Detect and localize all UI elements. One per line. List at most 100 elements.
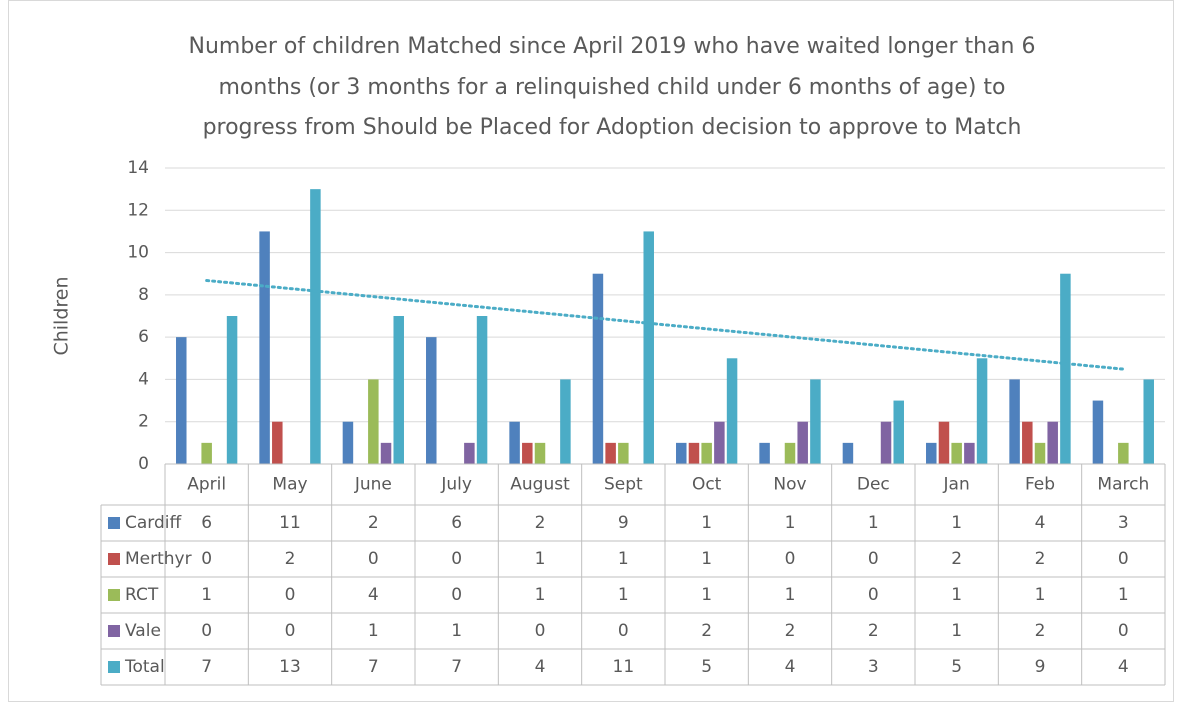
legend-key bbox=[108, 553, 120, 565]
table-value: 0 bbox=[535, 621, 546, 641]
bar bbox=[476, 316, 488, 464]
table-value: 1 bbox=[701, 549, 712, 569]
table-value: 1 bbox=[1035, 585, 1046, 605]
table-value: 0 bbox=[368, 549, 379, 569]
table-value: 9 bbox=[618, 513, 629, 533]
table-value: 13 bbox=[279, 657, 301, 677]
legend-label: RCT bbox=[125, 585, 159, 605]
bar bbox=[880, 421, 892, 464]
bar bbox=[842, 442, 854, 464]
table-value: 3 bbox=[868, 657, 879, 677]
table-value: 2 bbox=[951, 549, 962, 569]
table-value: 1 bbox=[1118, 585, 1129, 605]
table-value: 4 bbox=[1118, 657, 1129, 677]
table-value: 0 bbox=[868, 549, 879, 569]
table-value: 3 bbox=[1118, 513, 1129, 533]
chart-title: months (or 3 months for a relinquished c… bbox=[218, 75, 1005, 100]
legend-label: Total bbox=[124, 657, 165, 677]
bar bbox=[226, 316, 238, 464]
bar bbox=[926, 442, 937, 464]
table-value: 1 bbox=[951, 513, 962, 533]
table-value: 0 bbox=[451, 585, 462, 605]
bar bbox=[1034, 442, 1046, 464]
bar bbox=[1009, 379, 1020, 464]
bar bbox=[522, 442, 533, 464]
table-value: 4 bbox=[785, 657, 796, 677]
table-value: 0 bbox=[285, 621, 296, 641]
bar bbox=[938, 421, 950, 464]
table-value: 2 bbox=[368, 513, 379, 533]
table-value: 0 bbox=[201, 549, 212, 569]
legend-label: Vale bbox=[125, 621, 161, 641]
x-tick-label: Dec bbox=[857, 475, 890, 495]
bar bbox=[464, 442, 475, 464]
y-axis-label: Children bbox=[51, 276, 73, 355]
bar bbox=[176, 337, 187, 464]
table-value: 2 bbox=[1035, 621, 1046, 641]
legend-label: Cardiff bbox=[125, 513, 182, 533]
table-value: 1 bbox=[618, 549, 629, 569]
legend-key bbox=[108, 661, 120, 673]
table-value: 5 bbox=[951, 657, 962, 677]
bar bbox=[342, 421, 354, 464]
bar bbox=[784, 442, 796, 464]
bar bbox=[592, 273, 604, 464]
legend-label: Merthyr bbox=[125, 549, 192, 569]
table-value: 0 bbox=[868, 585, 879, 605]
table-value: 9 bbox=[1035, 657, 1046, 677]
x-tick-label: Jan bbox=[943, 475, 970, 495]
bar bbox=[759, 442, 770, 464]
table-value: 1 bbox=[701, 513, 712, 533]
table-value: 4 bbox=[1035, 513, 1046, 533]
table-value: 2 bbox=[535, 513, 546, 533]
x-tick-label: August bbox=[510, 475, 570, 495]
table-value: 1 bbox=[368, 621, 379, 641]
y-tick-label: 8 bbox=[138, 285, 149, 305]
bar bbox=[259, 231, 270, 464]
table-value: 1 bbox=[201, 585, 212, 605]
bar bbox=[976, 358, 988, 464]
table-value: 1 bbox=[868, 513, 879, 533]
table-value: 1 bbox=[451, 621, 462, 641]
bar bbox=[714, 421, 725, 464]
table-value: 1 bbox=[785, 585, 796, 605]
y-tick-label: 10 bbox=[127, 243, 149, 263]
table-value: 1 bbox=[951, 585, 962, 605]
x-tick-label: Feb bbox=[1025, 475, 1055, 495]
table-value: 7 bbox=[451, 657, 462, 677]
bar bbox=[393, 316, 404, 464]
x-tick-label: April bbox=[187, 475, 226, 495]
table-value: 1 bbox=[951, 621, 962, 641]
table-value: 6 bbox=[201, 513, 212, 533]
bar bbox=[509, 421, 520, 464]
x-tick-label: July bbox=[440, 475, 472, 495]
table-value: 0 bbox=[618, 621, 629, 641]
bar bbox=[605, 442, 616, 464]
x-tick-label: Oct bbox=[692, 475, 722, 495]
table-value: 0 bbox=[1118, 621, 1129, 641]
bar bbox=[1022, 421, 1033, 464]
table-value: 0 bbox=[785, 549, 796, 569]
y-tick-label: 0 bbox=[138, 454, 149, 474]
bar bbox=[810, 379, 821, 464]
bar bbox=[964, 442, 975, 464]
table-value: 6 bbox=[451, 513, 462, 533]
x-tick-label: Nov bbox=[773, 475, 806, 495]
table-value: 5 bbox=[701, 657, 712, 677]
bar bbox=[1092, 400, 1104, 464]
table-value: 0 bbox=[285, 585, 296, 605]
bar bbox=[426, 337, 437, 464]
x-tick-label: June bbox=[354, 475, 392, 495]
bar bbox=[310, 189, 321, 464]
table-value: 1 bbox=[535, 585, 546, 605]
y-tick-label: 14 bbox=[127, 158, 149, 178]
table-value: 0 bbox=[1118, 549, 1129, 569]
table-value: 2 bbox=[701, 621, 712, 641]
table-value: 0 bbox=[201, 621, 212, 641]
table-value: 11 bbox=[279, 513, 301, 533]
table-value: 1 bbox=[618, 585, 629, 605]
bar bbox=[534, 442, 546, 464]
bar bbox=[701, 442, 712, 464]
bar bbox=[1143, 379, 1154, 464]
